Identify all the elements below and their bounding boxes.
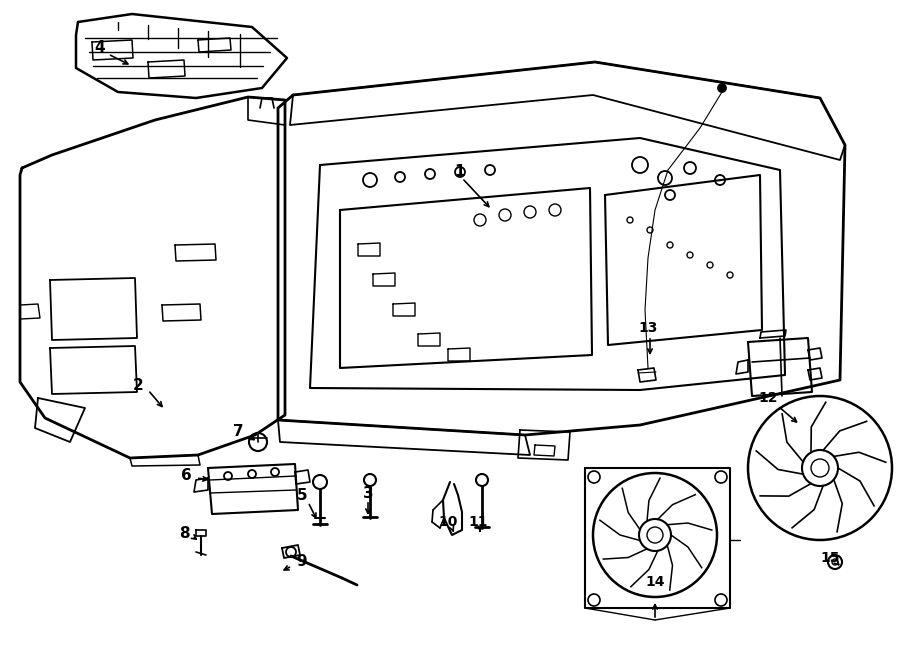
Text: 15: 15 [820,551,840,565]
Text: 11: 11 [468,515,488,529]
Text: 10: 10 [438,515,458,529]
Text: 1: 1 [454,165,465,180]
Text: 3: 3 [363,485,374,500]
Text: 14: 14 [645,575,665,589]
Text: 6: 6 [181,469,192,483]
Text: 2: 2 [132,377,143,393]
Text: 12: 12 [758,391,778,405]
Text: 7: 7 [233,424,243,438]
Text: 5: 5 [297,488,307,502]
Text: 4: 4 [94,40,105,56]
Circle shape [718,84,726,92]
Text: 13: 13 [638,321,658,335]
Text: 9: 9 [297,555,307,570]
Text: 8: 8 [179,525,189,541]
